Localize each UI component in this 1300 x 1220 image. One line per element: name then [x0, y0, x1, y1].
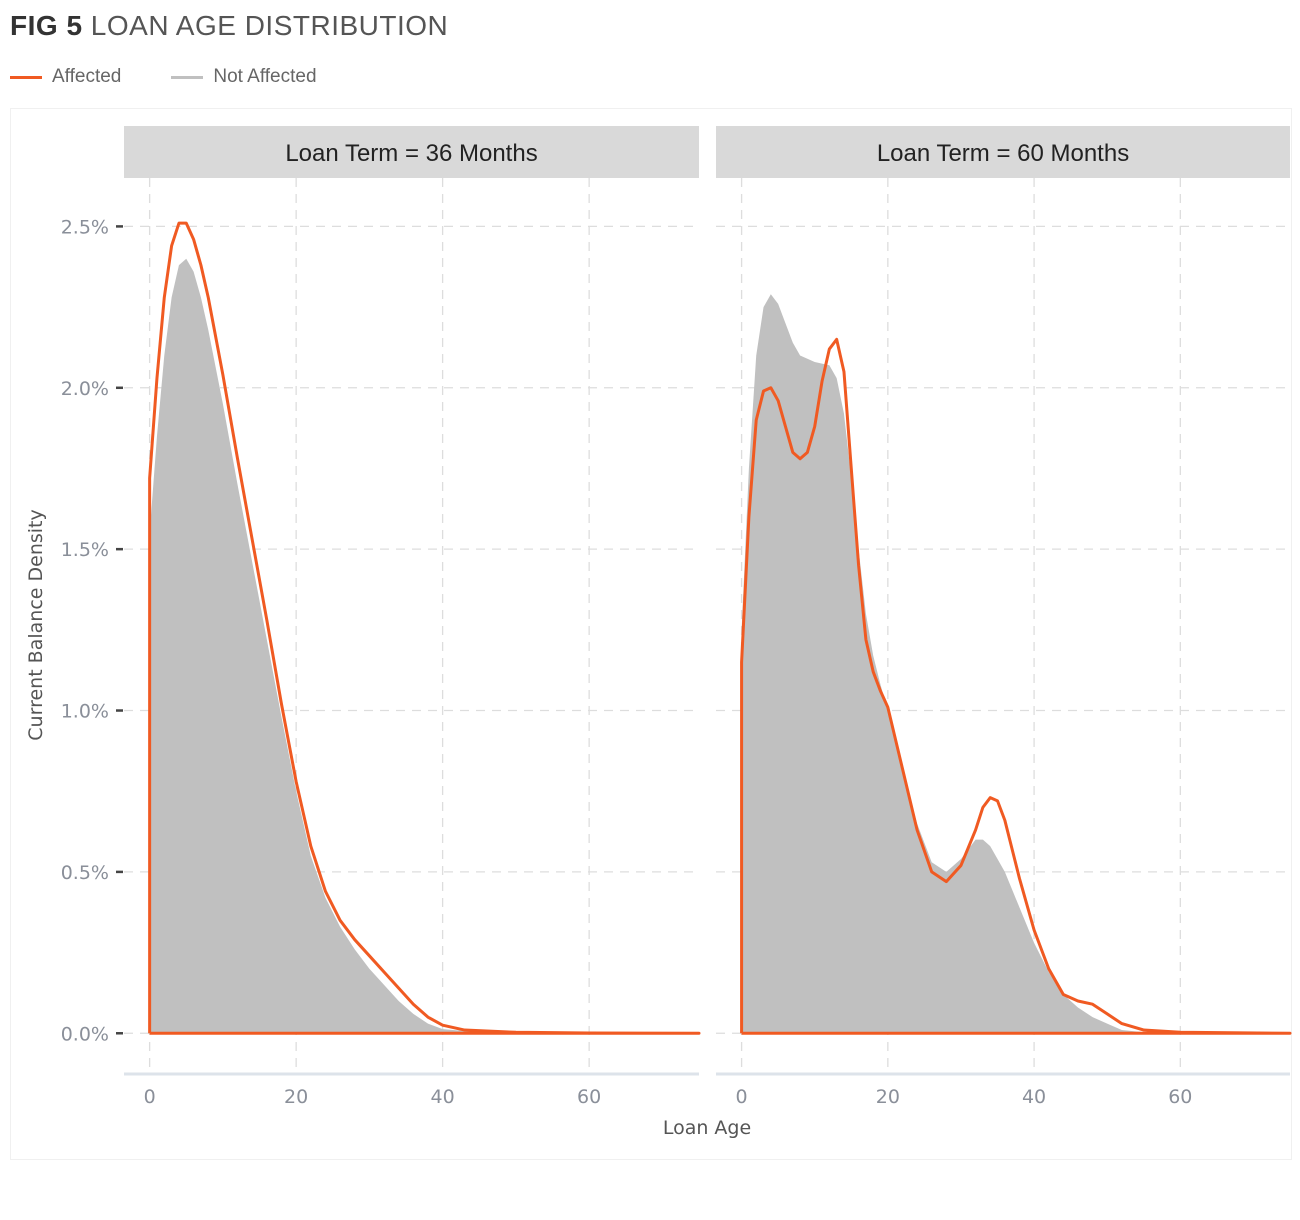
legend-swatch-affected — [10, 75, 42, 79]
y-tick-label-4: 2.0% — [61, 378, 109, 400]
strip-panel-2 — [716, 126, 1290, 178]
legend-label-not-affected: Not Affected — [213, 66, 317, 87]
y-tick-label-2: 1.0% — [61, 701, 109, 723]
legend-item-affected: Affected — [10, 66, 121, 88]
legend: Affected Not Affected — [10, 64, 367, 90]
y-tick-label-0: 0.0% — [61, 1023, 109, 1045]
x-tick-label-panel-1-2: 40 — [431, 1086, 455, 1108]
figure-title-text: LOAN AGE DISTRIBUTION — [90, 10, 449, 41]
area-not-affected-panel-2 — [741, 294, 1290, 1034]
x-tick-label-panel-1-0: 0 — [144, 1086, 156, 1108]
x-tick-label-panel-1-3: 60 — [577, 1086, 601, 1108]
x-tick-label-panel-2-0: 0 — [736, 1086, 748, 1108]
x-tick-label-panel-1-1: 20 — [284, 1086, 308, 1108]
y-tick-label-1: 0.5% — [61, 862, 109, 884]
x-tick-label-panel-2-1: 20 — [876, 1086, 900, 1108]
area-not-affected-panel-1 — [149, 258, 699, 1034]
x-tick-label-panel-2-2: 40 — [1022, 1086, 1046, 1108]
line-affected-panel-2 — [740, 337, 1292, 1035]
figure-label: FIG 5 — [10, 10, 83, 41]
y-axis-title: Current Balance Density — [25, 509, 47, 740]
figure-title: FIG 5 LOAN AGE DISTRIBUTION — [10, 10, 448, 42]
x-axis-title: Loan Age — [663, 1117, 751, 1139]
y-tick-label-5: 2.5% — [61, 216, 109, 238]
legend-swatch-not-affected — [171, 75, 204, 79]
strip-panel-1 — [124, 126, 699, 178]
x-tick-label-panel-2-3: 60 — [1168, 1086, 1192, 1108]
line-affected-panel-1 — [148, 221, 701, 1035]
strip-label-panel-1: Loan Term = 36 Months — [285, 140, 537, 167]
y-tick-label-3: 1.5% — [61, 539, 109, 561]
legend-item-not-affected: Not Affected — [171, 66, 317, 88]
strip-label-panel-2: Loan Term = 60 Months — [877, 140, 1129, 167]
legend-label-affected: Affected — [52, 66, 122, 87]
plot-frame — [10, 108, 1292, 1160]
